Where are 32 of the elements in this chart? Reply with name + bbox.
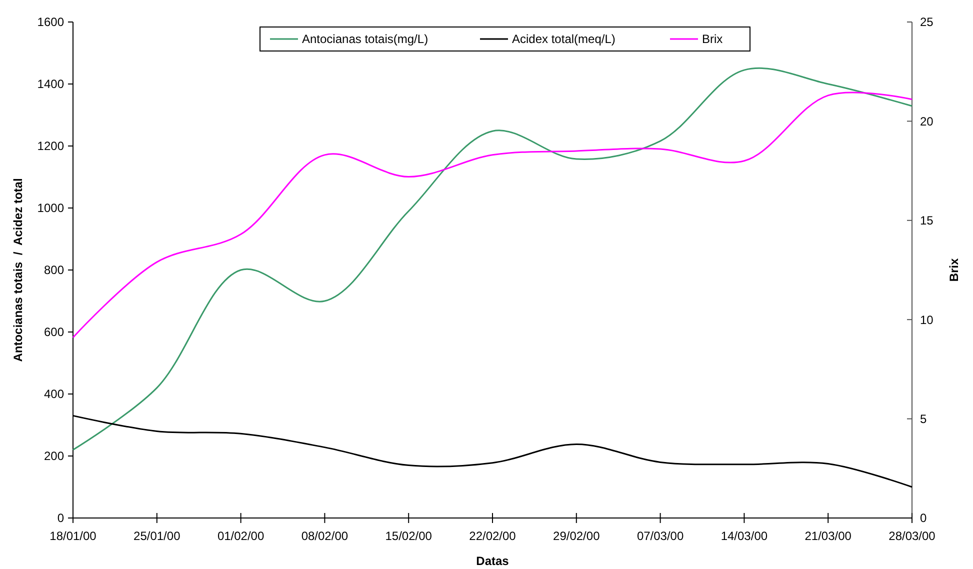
x-tick-label: 25/01/00 <box>134 529 181 543</box>
y-tick-label: 1000 <box>37 201 64 216</box>
x-tick-label: 18/01/00 <box>50 529 97 543</box>
y2-tick-label: 10 <box>920 312 934 327</box>
x-tick-label: 01/02/00 <box>217 529 264 543</box>
x-tick-label: 15/02/00 <box>385 529 432 543</box>
y-tick-label: 1600 <box>37 15 64 30</box>
y2-tick-label: 25 <box>920 15 934 30</box>
legend-label: Acidex total(meq/L) <box>512 32 616 46</box>
x-tick-label: 29/02/00 <box>553 529 600 543</box>
y-tick-label: 1200 <box>37 139 64 154</box>
legend-label: Brix <box>702 32 723 46</box>
y-tick-label: 200 <box>44 449 64 464</box>
y2-tick-label: 15 <box>920 214 934 228</box>
y-tick-label: 1400 <box>37 77 64 92</box>
x-tick-label: 22/02/00 <box>469 529 516 543</box>
x-tick-label: 28/03/00 <box>888 529 936 543</box>
y2-tick-label: 20 <box>920 114 934 128</box>
x-tick-label: 07/03/00 <box>636 529 684 543</box>
y-tick-label: 600 <box>44 325 64 340</box>
x-tick-label: 21/03/00 <box>804 529 852 543</box>
legend-label: Antocianas totais(mg/L) <box>302 32 428 46</box>
x-tick-label: 08/02/00 <box>301 529 348 543</box>
y2-tick-label: 0 <box>920 511 927 526</box>
y-tick-label: 0 <box>57 511 64 526</box>
y-tick-label: 800 <box>44 263 64 278</box>
x-tick-label: 14/03/00 <box>720 529 768 543</box>
y2-axis-title: Brix <box>947 258 961 282</box>
y-axis-title: Antocianas totais / Acidez total <box>11 178 25 362</box>
x-axis-title: Datas <box>476 554 510 568</box>
y2-tick-label: 5 <box>920 412 927 426</box>
y-tick-label: 400 <box>44 387 64 402</box>
